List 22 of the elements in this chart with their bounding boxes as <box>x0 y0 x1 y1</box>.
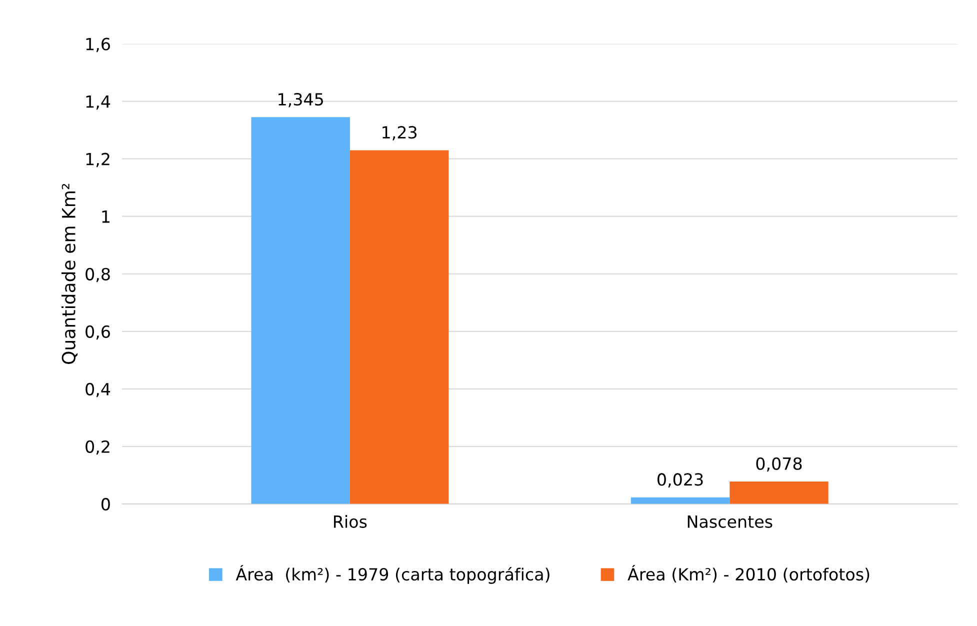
data-label: 1,23 <box>382 126 417 140</box>
x-tick-label: Nascentes <box>688 516 772 528</box>
y-tick-label: 1,6 <box>86 38 110 52</box>
y-tick-label: 1 <box>102 210 110 223</box>
y-tick-label: 0,8 <box>86 268 110 282</box>
data-label: 0,023 <box>658 473 703 488</box>
bar <box>350 150 449 504</box>
y-axis-title: Quantidade em Km² <box>61 184 78 364</box>
x-tick-label: Rios <box>334 515 367 528</box>
legend-label: Área (Km²) - 2010 (ortofotos) <box>628 564 870 583</box>
data-label: 1,345 <box>278 92 323 108</box>
bar <box>730 482 828 504</box>
bar <box>630 497 730 504</box>
y-tick-label: 1,2 <box>86 152 110 168</box>
legend-label: Área (km²) - 1979 (carta topográfica) <box>236 564 550 584</box>
y-tick-label: 1,4 <box>86 96 110 110</box>
bar <box>251 117 350 504</box>
data-label: 0,078 <box>756 457 802 472</box>
y-tick-label: 0,4 <box>86 382 110 398</box>
y-tick-label: 0,6 <box>86 325 110 340</box>
y-tick-label: 0 <box>102 498 110 510</box>
y-tick-label: 0,2 <box>86 440 110 455</box>
